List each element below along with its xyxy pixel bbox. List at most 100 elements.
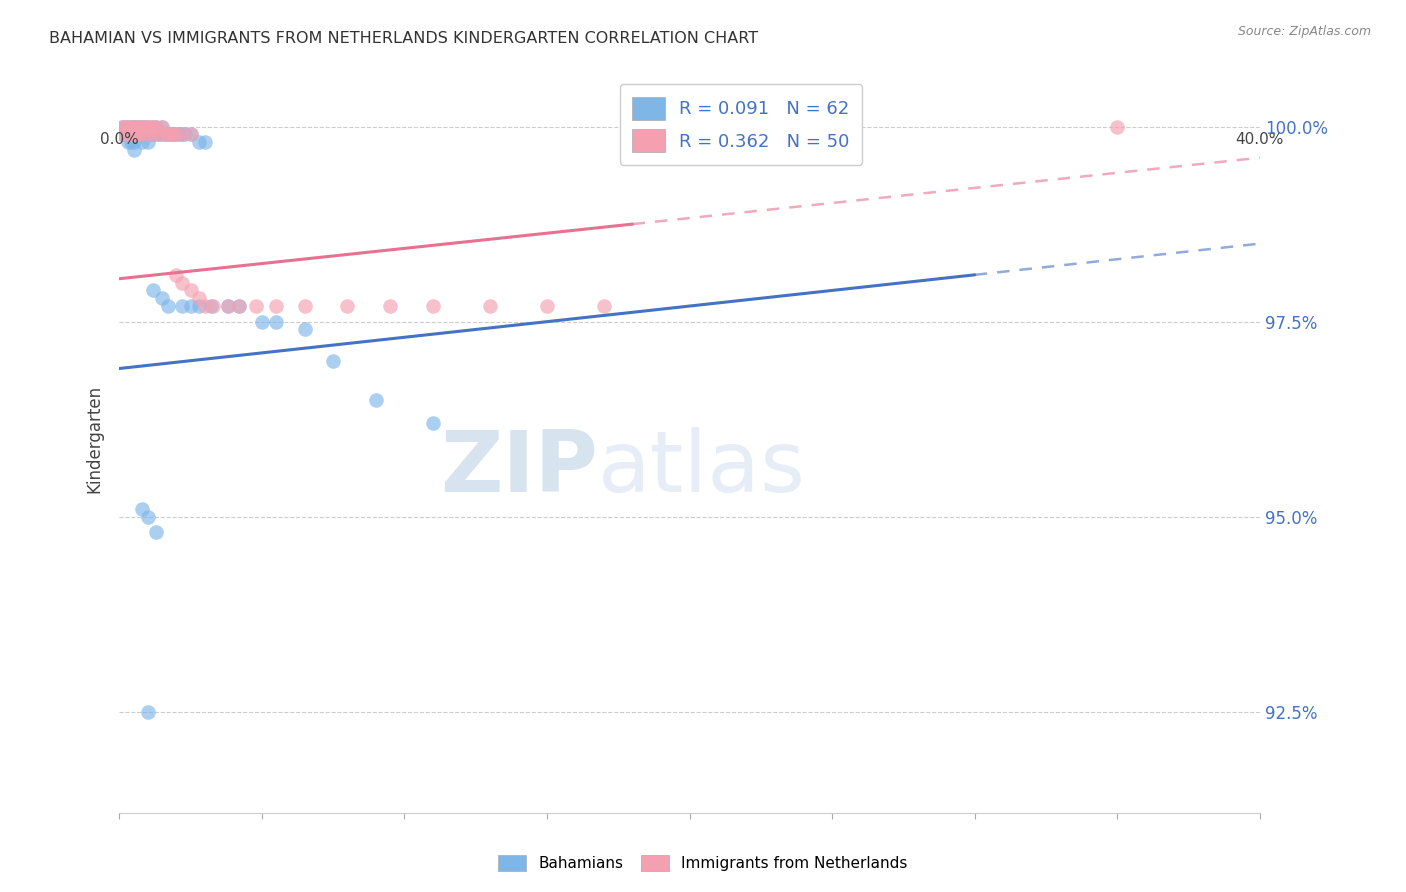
- Point: [131, 128, 153, 142]
- Point: [122, 120, 145, 134]
- Text: 0.0%: 0.0%: [100, 132, 139, 147]
- Point: [170, 128, 193, 142]
- Point: [173, 128, 195, 142]
- Point: [150, 291, 173, 305]
- Text: 40.0%: 40.0%: [1236, 132, 1284, 147]
- Point: [180, 128, 202, 142]
- Point: [180, 299, 202, 313]
- Point: [142, 120, 165, 134]
- Point: [136, 509, 159, 524]
- Point: [422, 299, 444, 313]
- Point: [142, 284, 165, 298]
- Point: [188, 291, 211, 305]
- Point: [142, 128, 165, 142]
- Point: [145, 525, 167, 540]
- Point: [150, 120, 173, 134]
- Point: [136, 128, 159, 142]
- Point: [364, 392, 387, 407]
- Point: [180, 284, 202, 298]
- Point: [156, 299, 179, 313]
- Point: [136, 135, 159, 149]
- Point: [422, 416, 444, 430]
- Point: [125, 120, 148, 134]
- Point: [131, 128, 153, 142]
- Point: [114, 120, 136, 134]
- Point: [250, 315, 273, 329]
- Legend: Bahamians, Immigrants from Netherlands: Bahamians, Immigrants from Netherlands: [492, 849, 914, 877]
- Point: [593, 299, 616, 313]
- Point: [136, 705, 159, 719]
- Point: [245, 299, 267, 313]
- Point: [165, 128, 187, 142]
- Point: [294, 299, 316, 313]
- Point: [111, 120, 134, 134]
- Point: [148, 128, 170, 142]
- Point: [202, 299, 225, 313]
- Point: [194, 135, 217, 149]
- Point: [114, 120, 136, 134]
- Point: [122, 128, 145, 142]
- Point: [170, 299, 193, 313]
- Point: [136, 120, 159, 134]
- Point: [188, 135, 211, 149]
- Point: [117, 135, 139, 149]
- Point: [153, 128, 176, 142]
- Point: [156, 128, 179, 142]
- Point: [153, 128, 176, 142]
- Point: [264, 299, 287, 313]
- Point: [122, 120, 145, 134]
- Point: [145, 120, 167, 134]
- Point: [131, 120, 153, 134]
- Point: [120, 120, 142, 134]
- Point: [217, 299, 239, 313]
- Text: ZIP: ZIP: [440, 427, 599, 510]
- Point: [120, 128, 142, 142]
- Point: [128, 120, 150, 134]
- Point: [128, 128, 150, 142]
- Point: [194, 299, 217, 313]
- Point: [117, 128, 139, 142]
- Point: [120, 128, 142, 142]
- Point: [200, 299, 222, 313]
- Text: atlas: atlas: [599, 427, 806, 510]
- Point: [125, 128, 148, 142]
- Point: [125, 120, 148, 134]
- Point: [162, 128, 184, 142]
- Point: [294, 322, 316, 336]
- Point: [378, 299, 401, 313]
- Point: [228, 299, 250, 313]
- Point: [136, 120, 159, 134]
- Point: [188, 299, 211, 313]
- Point: [150, 120, 173, 134]
- Point: [128, 128, 150, 142]
- Point: [170, 128, 193, 142]
- Point: [478, 299, 501, 313]
- Point: [117, 128, 139, 142]
- Point: [131, 502, 153, 516]
- Point: [536, 299, 558, 313]
- Point: [122, 128, 145, 142]
- Point: [170, 276, 193, 290]
- Text: BAHAMIAN VS IMMIGRANTS FROM NETHERLANDS KINDERGARTEN CORRELATION CHART: BAHAMIAN VS IMMIGRANTS FROM NETHERLANDS …: [49, 31, 758, 46]
- Point: [128, 120, 150, 134]
- Point: [117, 120, 139, 134]
- Point: [134, 120, 156, 134]
- Point: [136, 128, 159, 142]
- Point: [336, 299, 359, 313]
- Point: [139, 128, 162, 142]
- Point: [120, 135, 142, 149]
- Point: [145, 128, 167, 142]
- Point: [150, 128, 173, 142]
- Point: [156, 128, 179, 142]
- Point: [1107, 120, 1129, 134]
- Point: [165, 128, 187, 142]
- Point: [159, 128, 181, 142]
- Point: [180, 128, 202, 142]
- Point: [162, 128, 184, 142]
- Point: [125, 128, 148, 142]
- Point: [167, 128, 190, 142]
- Point: [131, 120, 153, 134]
- Point: [131, 135, 153, 149]
- Point: [120, 120, 142, 134]
- Y-axis label: Kindergarten: Kindergarten: [86, 384, 103, 492]
